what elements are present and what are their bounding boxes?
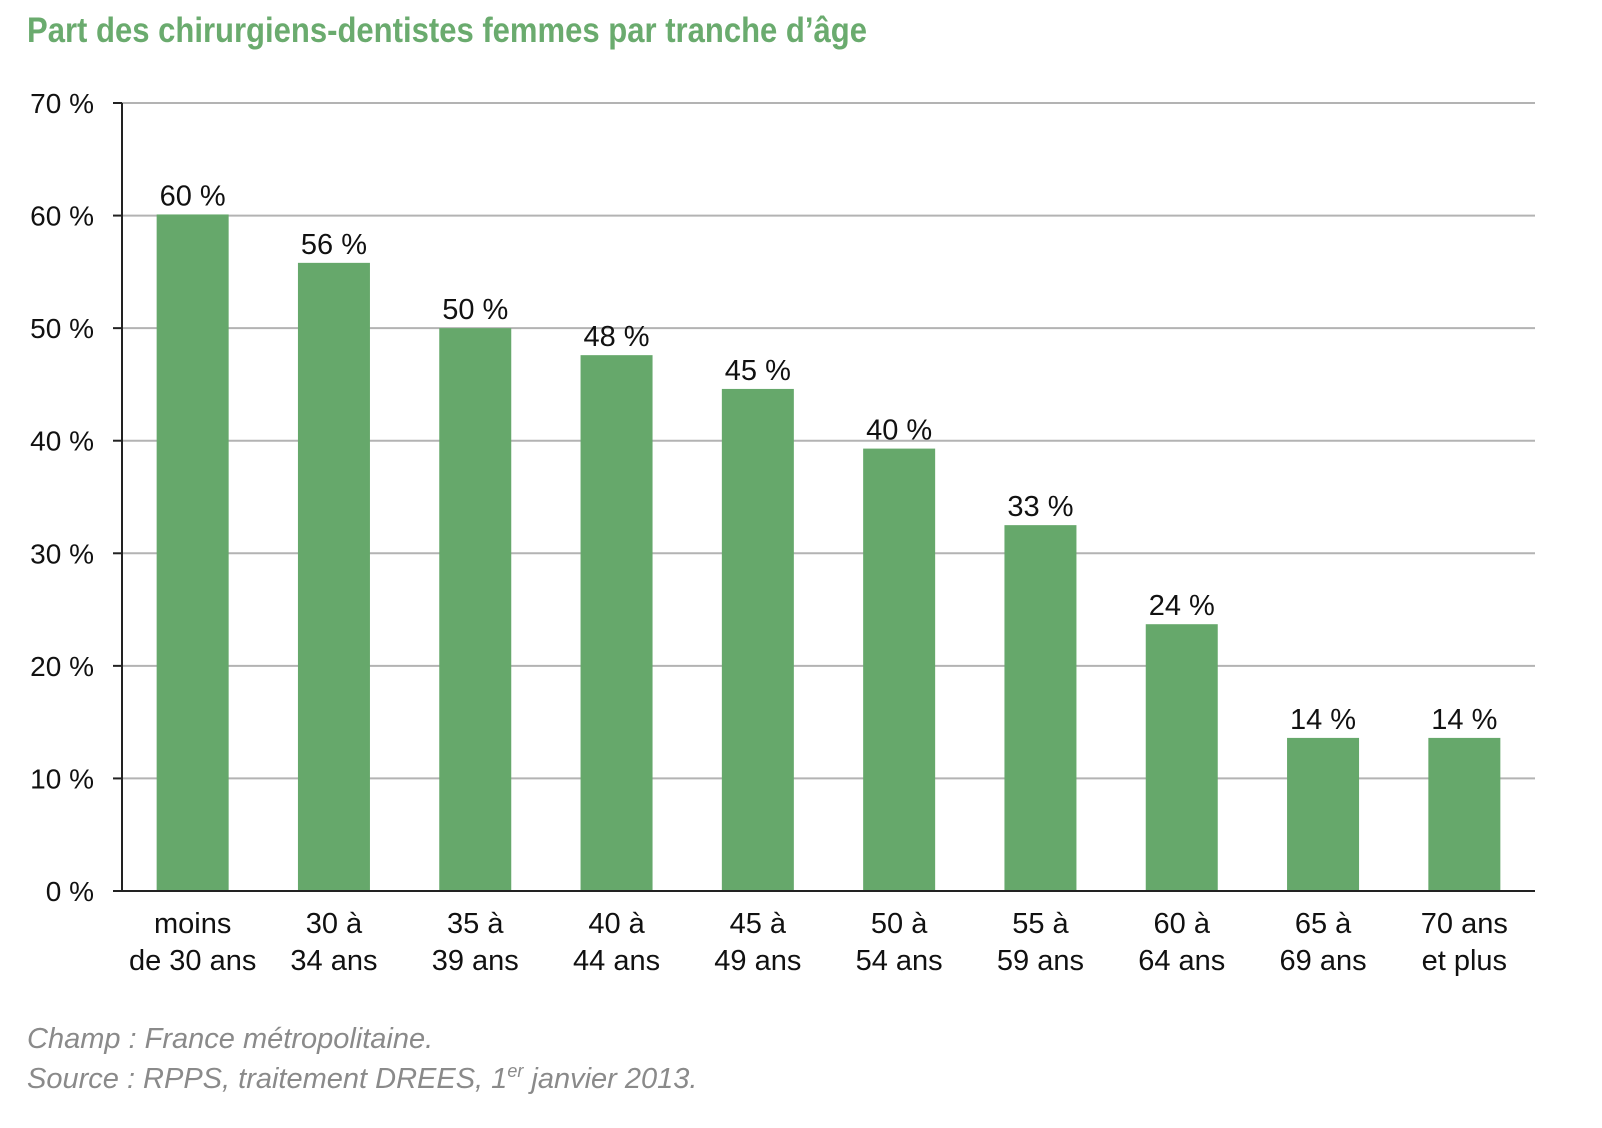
data-labels: 60 % 56 % 50 % 48 % 45 % 40 % 33 % 24 % 14 % 14 %: [160, 180, 1498, 735]
data-label: 56 %: [301, 229, 367, 261]
data-label: 45 %: [725, 355, 791, 387]
bar: [580, 355, 653, 891]
bar: [297, 262, 370, 891]
y-tick-label: 30 %: [30, 538, 94, 569]
category-label: 60 à: [1154, 908, 1211, 940]
category-label: 65 à: [1295, 908, 1352, 940]
category-label: 70 ans: [1421, 908, 1508, 940]
category-label: 55 à: [1012, 908, 1069, 940]
bars: [156, 214, 1501, 892]
bar: [1287, 737, 1360, 891]
category-label: 64 ans: [1138, 945, 1225, 977]
chart-title: Part des chirurgiens-dentistes femmes pa…: [27, 11, 867, 50]
bar: [1428, 737, 1501, 891]
bar: [1004, 525, 1077, 891]
y-tick-label: 50 %: [30, 313, 94, 344]
category-label: 39 ans: [432, 945, 519, 977]
category-label: 49 ans: [714, 945, 801, 977]
category-label: de 30 ans: [129, 945, 256, 977]
bar: [1145, 624, 1218, 891]
y-tick-label: 60 %: [30, 201, 94, 232]
category-label: 34 ans: [290, 945, 377, 977]
category-labels: moins de 30 ans 30 à 34 ans 35 à 39 ans 40 à 44…: [129, 908, 1508, 977]
bar: [721, 388, 794, 891]
data-label: 14 %: [1431, 704, 1497, 736]
category-label: 69 ans: [1280, 945, 1367, 977]
data-label: 60 %: [160, 180, 226, 212]
data-label: 14 %: [1290, 704, 1356, 736]
y-tick-label: 40 %: [30, 426, 94, 457]
category-label: 45 à: [730, 908, 787, 940]
bar: [863, 448, 936, 891]
y-tick-label: 70 %: [30, 88, 94, 119]
bar: [439, 328, 512, 892]
category-label: 30 à: [306, 908, 363, 940]
y-tick-label: 20 %: [30, 651, 94, 682]
category-label: 50 à: [871, 908, 928, 940]
note-champ: Champ : France métropolitaine.: [27, 1023, 433, 1055]
category-label: moins: [154, 908, 231, 940]
category-label: 40 à: [588, 908, 645, 940]
category-label: et plus: [1422, 945, 1507, 977]
category-label: 44 ans: [573, 945, 660, 977]
y-tick-label: 10 %: [30, 763, 94, 794]
data-label: 48 %: [583, 321, 649, 353]
category-label: 59 ans: [997, 945, 1084, 977]
category-label: 54 ans: [856, 945, 943, 977]
data-label: 24 %: [1149, 590, 1215, 622]
bar: [156, 214, 229, 892]
data-label: 40 %: [866, 415, 932, 447]
axes: [113, 102, 1535, 892]
data-label: 50 %: [442, 294, 508, 326]
y-tick-labels: 0 % 10 % 20 % 30 % 40 % 50 % 60 % 70 %: [30, 88, 94, 907]
y-tick-label: 0 %: [46, 876, 94, 907]
note-source: Source : RPPS, traitement DREES, 1er jan…: [27, 1061, 697, 1095]
category-label: 35 à: [447, 908, 504, 940]
data-label: 33 %: [1007, 491, 1073, 523]
